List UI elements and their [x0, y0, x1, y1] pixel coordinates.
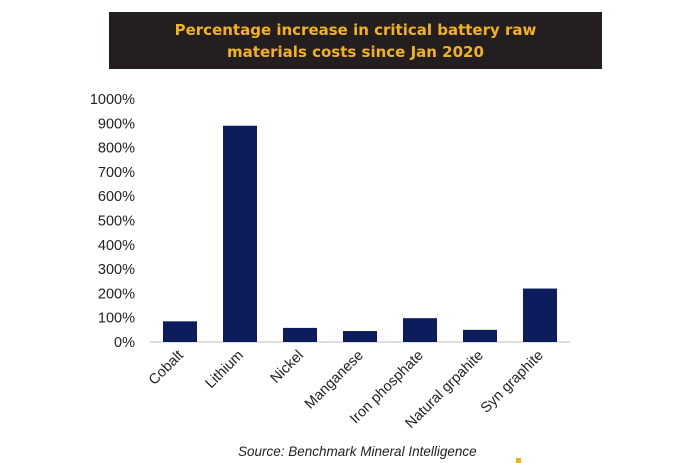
x-tick-label: Cobalt: [146, 348, 187, 389]
source-note: Source: Benchmark Mineral Intelligence: [238, 444, 477, 459]
y-tick-label: 800%: [98, 141, 135, 157]
y-tick-label: 600%: [98, 189, 135, 205]
bar-iron-phosphate: [403, 318, 437, 342]
chart-title-line-1: Percentage increase in critical battery …: [174, 20, 537, 39]
x-tick-label: Syn graphite: [478, 348, 547, 417]
x-tick-label: Nickel: [268, 348, 307, 387]
bar-manganese: [343, 331, 377, 342]
chart-title-line-2: materials costs since Jan 2020: [227, 42, 484, 61]
y-tick-label: 100%: [98, 311, 135, 327]
bar-syn-graphite: [523, 288, 557, 342]
bar-lithium: [223, 125, 257, 342]
y-tick-label: 400%: [98, 238, 135, 254]
x-tick-label: Lithium: [202, 348, 246, 392]
y-tick-label: 500%: [98, 214, 135, 230]
y-tick-label: 700%: [98, 165, 135, 181]
y-tick-label: 0%: [114, 335, 135, 351]
y-tick-label: 200%: [98, 286, 135, 302]
bar-natural-grpahite: [463, 329, 497, 342]
chart-title-banner: Percentage increase in critical battery …: [109, 12, 602, 69]
bar-cobalt: [163, 321, 197, 342]
accent-mark: [516, 458, 521, 463]
x-tick-label: Manganese: [302, 348, 367, 413]
bar-nickel: [283, 327, 317, 342]
y-tick-label: 1000%: [90, 92, 135, 108]
y-tick-label: 300%: [98, 262, 135, 278]
y-tick-label: 900%: [98, 116, 135, 132]
